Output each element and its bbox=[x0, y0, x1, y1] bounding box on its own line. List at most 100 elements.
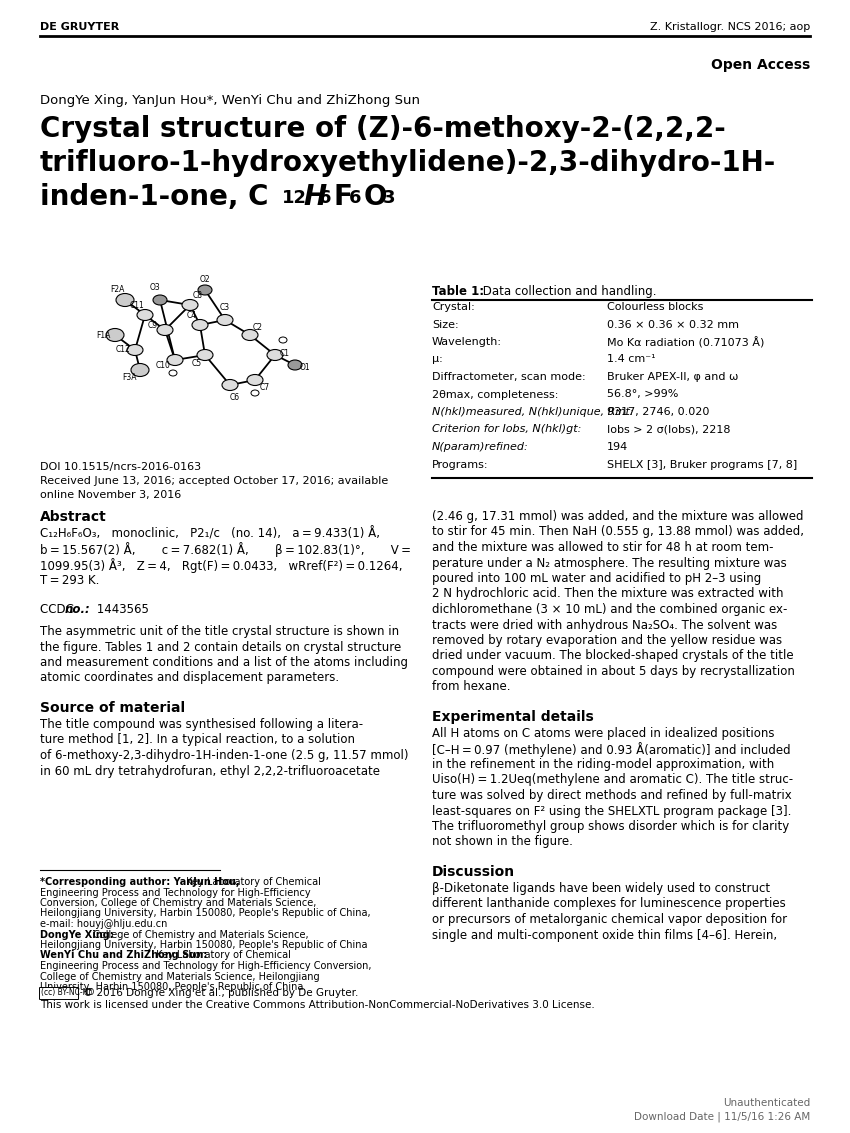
Text: C12: C12 bbox=[116, 346, 130, 355]
Ellipse shape bbox=[192, 320, 208, 331]
Text: (2.46 g, 17.31 mmol) was added, and the mixture was allowed: (2.46 g, 17.31 mmol) was added, and the … bbox=[432, 510, 803, 523]
Text: of 6-methoxy-2,3-dihydro-1H-inden-1-one (2.5 g, 11.57 mmol): of 6-methoxy-2,3-dihydro-1H-inden-1-one … bbox=[40, 749, 409, 763]
Text: DongYe Xing:: DongYe Xing: bbox=[40, 929, 114, 939]
Text: different lanthanide complexes for luminescence properties: different lanthanide complexes for lumin… bbox=[432, 897, 785, 911]
Text: or precursors of metalorganic chemical vapor deposition for: or precursors of metalorganic chemical v… bbox=[432, 913, 787, 926]
Text: SHELX [3], Bruker programs [7, 8]: SHELX [3], Bruker programs [7, 8] bbox=[607, 460, 797, 469]
Ellipse shape bbox=[288, 360, 302, 370]
Text: compound were obtained in about 5 days by recrystallization: compound were obtained in about 5 days b… bbox=[432, 665, 795, 678]
Text: in 60 mL dry tetrahydrofuran, ethyl 2,2,2-trifluoroacetate: in 60 mL dry tetrahydrofuran, ethyl 2,2,… bbox=[40, 765, 380, 777]
Text: Abstract: Abstract bbox=[40, 510, 107, 523]
Text: N(param)refined:: N(param)refined: bbox=[432, 442, 529, 452]
Text: This work is licensed under the Creative Commons Attribution-NonCommercial-NoDer: This work is licensed under the Creative… bbox=[40, 1000, 595, 1010]
Text: F1A: F1A bbox=[96, 331, 110, 340]
Text: Uiso(H) = 1.2Ueq(methylene and aromatic C). The title struc-: Uiso(H) = 1.2Ueq(methylene and aromatic … bbox=[432, 774, 793, 786]
Text: College of Chemistry and Materials Science, Heilongjiang: College of Chemistry and Materials Scien… bbox=[40, 971, 320, 981]
Text: O2: O2 bbox=[200, 275, 210, 284]
Text: 194: 194 bbox=[607, 442, 628, 452]
Text: O: O bbox=[364, 184, 388, 211]
Text: 3: 3 bbox=[383, 189, 395, 207]
Text: Unauthenticated: Unauthenticated bbox=[722, 1098, 810, 1108]
Text: 6: 6 bbox=[349, 189, 361, 207]
Text: perature under a N₂ atmosphere. The resulting mixture was: perature under a N₂ atmosphere. The resu… bbox=[432, 556, 787, 570]
Ellipse shape bbox=[153, 295, 167, 305]
Text: DE GRUYTER: DE GRUYTER bbox=[40, 22, 119, 32]
Text: DOI 10.1515/ncrs-2016-0163: DOI 10.1515/ncrs-2016-0163 bbox=[40, 462, 201, 472]
Ellipse shape bbox=[251, 390, 259, 397]
Ellipse shape bbox=[106, 329, 124, 341]
Text: to stir for 45 min. Then NaH (0.555 g, 13.88 mmol) was added,: to stir for 45 min. Then NaH (0.555 g, 1… bbox=[432, 526, 804, 538]
Ellipse shape bbox=[198, 286, 212, 295]
Text: 6: 6 bbox=[319, 189, 332, 207]
FancyBboxPatch shape bbox=[39, 988, 78, 999]
Text: Source of material: Source of material bbox=[40, 701, 185, 715]
Text: Heilongjiang University, Harbin 150080, People's Republic of China,: Heilongjiang University, Harbin 150080, … bbox=[40, 909, 371, 919]
Text: dichloromethane (3 × 10 mL) and the combined organic ex-: dichloromethane (3 × 10 mL) and the comb… bbox=[432, 603, 787, 616]
Text: Iobs > 2 σ(Iobs), 2218: Iobs > 2 σ(Iobs), 2218 bbox=[607, 425, 730, 434]
Text: ture was solved by direct methods and refined by full-matrix: ture was solved by direct methods and re… bbox=[432, 789, 791, 802]
Text: Size:: Size: bbox=[432, 320, 459, 330]
Text: tracts were dried with anhydrous Na₂SO₄. The solvent was: tracts were dried with anhydrous Na₂SO₄.… bbox=[432, 619, 777, 631]
Text: C5: C5 bbox=[192, 358, 202, 367]
Text: 0.36 × 0.36 × 0.32 mm: 0.36 × 0.36 × 0.32 mm bbox=[607, 320, 739, 330]
Text: Diffractometer, scan mode:: Diffractometer, scan mode: bbox=[432, 372, 586, 382]
Text: online November 3, 2016: online November 3, 2016 bbox=[40, 489, 181, 500]
Ellipse shape bbox=[116, 293, 134, 307]
Text: dried under vacuum. The blocked-shaped crystals of the title: dried under vacuum. The blocked-shaped c… bbox=[432, 649, 794, 663]
Text: © 2016 DongYe Xing et al., published by De Gruyter.: © 2016 DongYe Xing et al., published by … bbox=[83, 988, 359, 998]
Text: 9317, 2746, 0.020: 9317, 2746, 0.020 bbox=[607, 407, 710, 417]
Text: C3: C3 bbox=[220, 304, 230, 313]
Ellipse shape bbox=[131, 364, 149, 376]
Text: [C–H = 0.97 (methylene) and 0.93 Å(aromatic)] and included: [C–H = 0.97 (methylene) and 0.93 Å(aroma… bbox=[432, 742, 790, 758]
Text: atomic coordinates and displacement parameters.: atomic coordinates and displacement para… bbox=[40, 672, 339, 684]
Text: least-squares on F² using the SHELXTL program package [3].: least-squares on F² using the SHELXTL pr… bbox=[432, 804, 791, 818]
Text: Received June 13, 2016; accepted October 17, 2016; available: Received June 13, 2016; accepted October… bbox=[40, 476, 388, 486]
Text: Table 1:: Table 1: bbox=[432, 286, 484, 298]
Text: Heilongjiang University, Harbin 150080, People's Republic of China: Heilongjiang University, Harbin 150080, … bbox=[40, 940, 367, 949]
Text: C4: C4 bbox=[187, 310, 197, 320]
Text: removed by rotary evaporation and the yellow residue was: removed by rotary evaporation and the ye… bbox=[432, 634, 782, 647]
Text: Data collection and handling.: Data collection and handling. bbox=[479, 286, 656, 298]
Text: C6: C6 bbox=[230, 392, 240, 401]
Text: no.:: no.: bbox=[65, 603, 91, 616]
Text: Discussion: Discussion bbox=[432, 864, 515, 879]
Ellipse shape bbox=[242, 330, 258, 341]
Text: 2 N hydrochloric acid. Then the mixture was extracted with: 2 N hydrochloric acid. Then the mixture … bbox=[432, 588, 784, 600]
Text: in the refinement in the riding-model approximation, with: in the refinement in the riding-model ap… bbox=[432, 758, 774, 770]
Ellipse shape bbox=[127, 344, 143, 356]
Text: Key Laboratory of Chemical: Key Laboratory of Chemical bbox=[183, 877, 320, 887]
Text: C8: C8 bbox=[193, 290, 203, 299]
Text: Colourless blocks: Colourless blocks bbox=[607, 303, 703, 312]
Text: C11: C11 bbox=[129, 300, 144, 309]
Text: and measurement conditions and a list of the atoms including: and measurement conditions and a list of… bbox=[40, 656, 408, 668]
Text: College of Chemistry and Materials Science,: College of Chemistry and Materials Scien… bbox=[90, 929, 309, 939]
Text: poured into 100 mL water and acidified to pH 2–3 using: poured into 100 mL water and acidified t… bbox=[432, 572, 762, 585]
Text: the figure. Tables 1 and 2 contain details on crystal structure: the figure. Tables 1 and 2 contain detai… bbox=[40, 640, 401, 654]
Text: 2θmax, completeness:: 2θmax, completeness: bbox=[432, 390, 558, 400]
Ellipse shape bbox=[169, 370, 177, 376]
Text: T = 293 K.: T = 293 K. bbox=[40, 573, 99, 587]
Ellipse shape bbox=[197, 349, 213, 360]
Text: 56.8°, >99%: 56.8°, >99% bbox=[607, 390, 678, 400]
Text: C10: C10 bbox=[156, 360, 171, 369]
Text: N(hkl)measured, N(hkl)unique, Rint:: N(hkl)measured, N(hkl)unique, Rint: bbox=[432, 407, 633, 417]
Text: The title compound was synthesised following a litera-: The title compound was synthesised follo… bbox=[40, 718, 363, 731]
Text: Engineering Process and Technology for High-Efficiency Conversion,: Engineering Process and Technology for H… bbox=[40, 961, 371, 971]
Text: CCDC: CCDC bbox=[40, 603, 77, 616]
Text: Crystal structure of (Z)-6-methoxy-2-(2,2,2-: Crystal structure of (Z)-6-methoxy-2-(2,… bbox=[40, 116, 726, 143]
Text: e-mail: houyj@hlju.edu.cn: e-mail: houyj@hlju.edu.cn bbox=[40, 919, 167, 929]
Text: not shown in the figure.: not shown in the figure. bbox=[432, 835, 573, 849]
Ellipse shape bbox=[137, 309, 153, 321]
Text: C7: C7 bbox=[260, 383, 270, 392]
Text: Bruker APEX-II, φ and ω: Bruker APEX-II, φ and ω bbox=[607, 372, 739, 382]
Text: C9: C9 bbox=[148, 321, 158, 330]
Ellipse shape bbox=[157, 324, 173, 335]
Text: Engineering Process and Technology for High-Efficiency: Engineering Process and Technology for H… bbox=[40, 887, 310, 897]
Text: University, Harbin 150080, People's Republic of China: University, Harbin 150080, People's Repu… bbox=[40, 982, 303, 993]
Text: Key Laboratory of Chemical: Key Laboratory of Chemical bbox=[153, 951, 292, 961]
Ellipse shape bbox=[217, 315, 233, 325]
Text: μ:: μ: bbox=[432, 355, 443, 365]
Text: from hexane.: from hexane. bbox=[432, 681, 511, 693]
Text: trifluoro-1-hydroxyethylidene)-2,3-dihydro-1H-: trifluoro-1-hydroxyethylidene)-2,3-dihyd… bbox=[40, 150, 776, 177]
Text: F2A: F2A bbox=[110, 286, 124, 295]
